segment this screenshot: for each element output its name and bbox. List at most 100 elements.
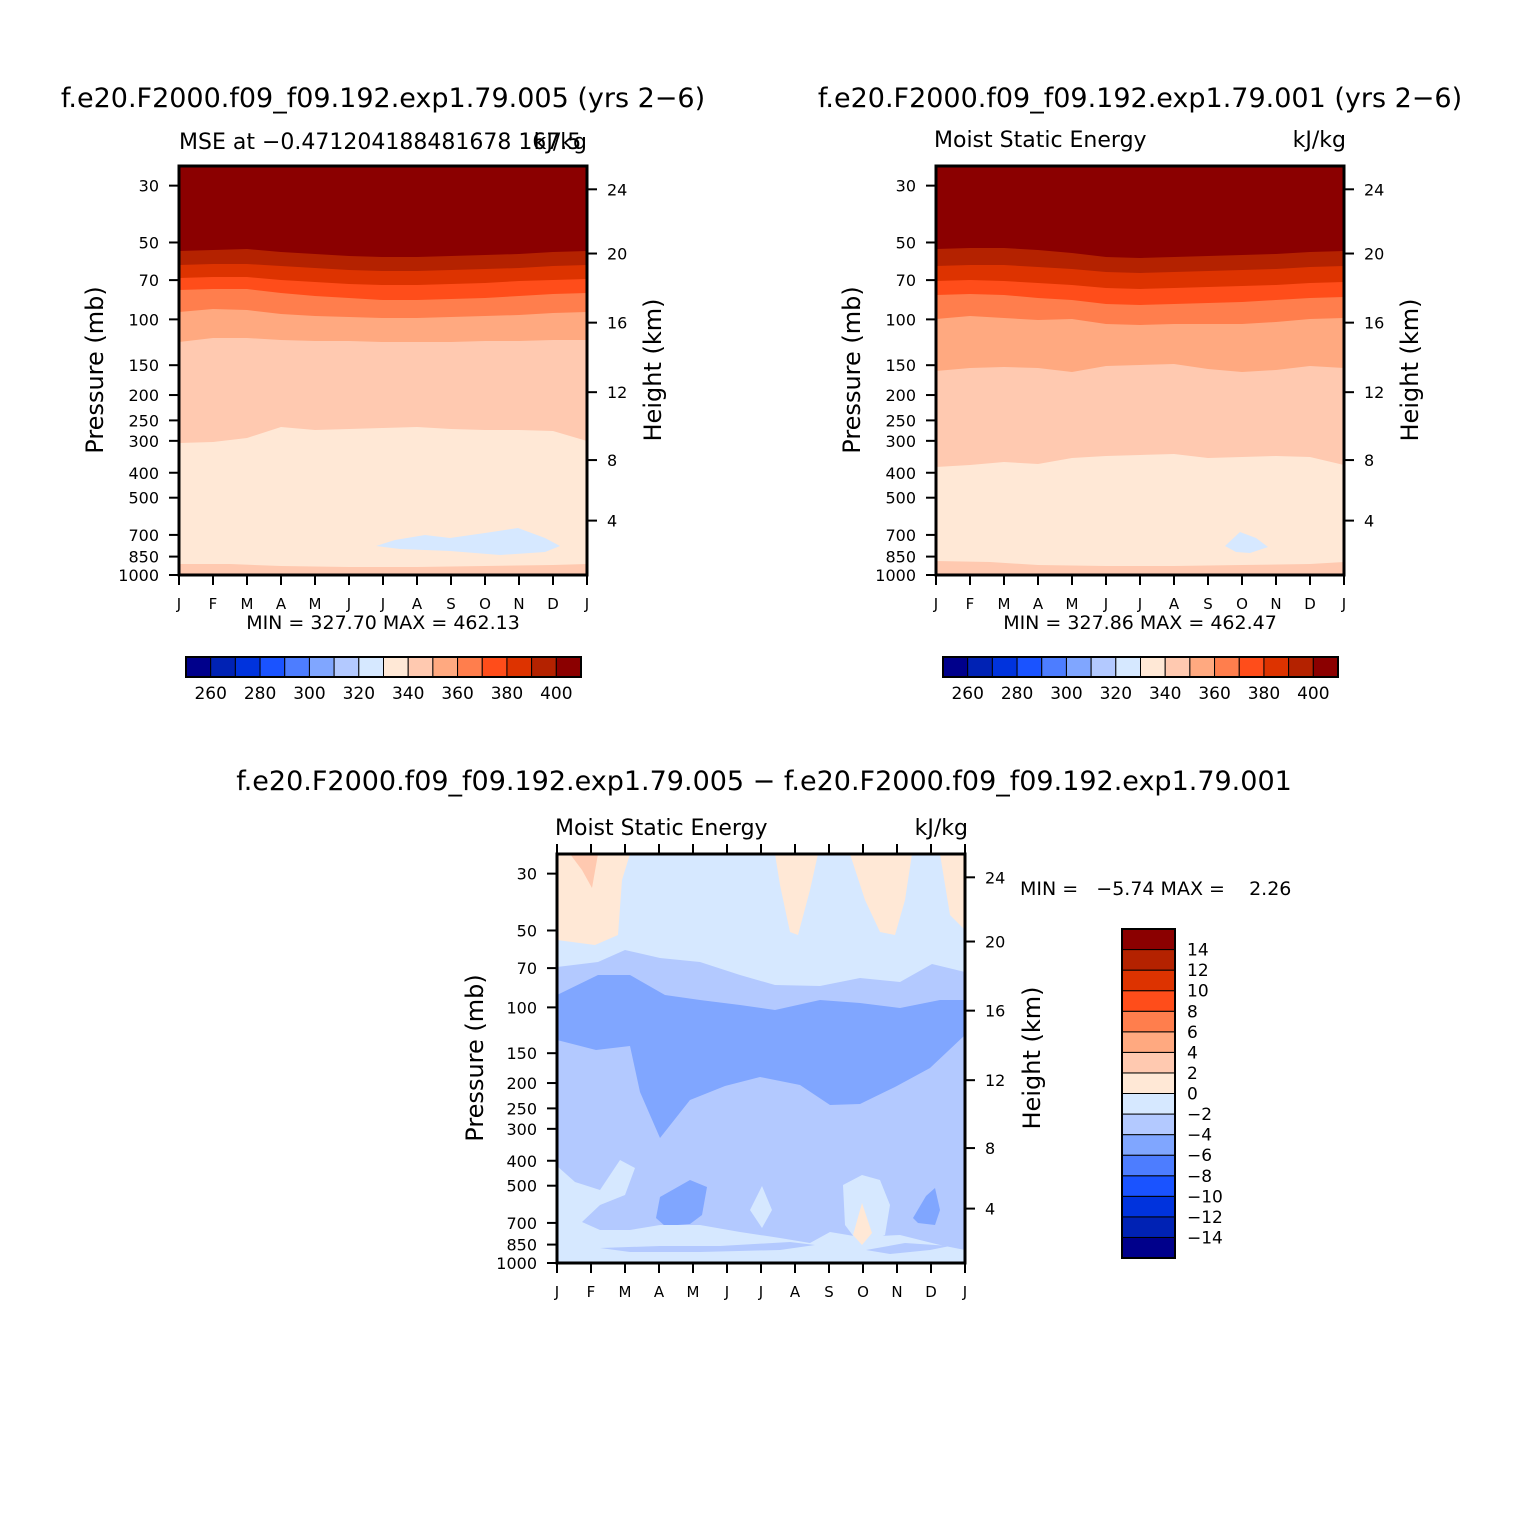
x-tick-label: A [790,1283,801,1301]
panel-b-axes: J F M A M J J A S O N D J 30 50 70 100 150 200 250 300 400 500… [875,177,1384,613]
y2-tick-label: 8 [1364,451,1374,470]
colorbar-swatch [1041,656,1067,678]
y-tick-label: 150 [885,356,916,375]
x-tick-label: A [1033,595,1044,613]
y-tick-label: 300 [506,1120,537,1139]
colorbar-swatch [1121,1093,1176,1115]
colorbar-swatch [1164,656,1191,678]
y-tick-label: 50 [517,921,537,940]
panel-c-ylabel: Pressure (mb) [461,974,489,1141]
y2-tick-label: 16 [985,1002,1005,1021]
x-tick-label: S [824,1283,834,1301]
y-tick-label: 500 [885,489,916,508]
band-2-4-jan [570,854,598,888]
x-tick-label: D [547,595,559,613]
colorbar-swatch [383,656,409,678]
y-tick-label: 200 [506,1074,537,1093]
y2-tick-label: 8 [985,1139,995,1158]
colorbar-swatch [1016,656,1043,678]
colorbar-swatch [1121,1236,1176,1259]
panel-a-ylabel: Pressure (mb) [81,286,109,453]
y-tick-label: 400 [885,464,916,483]
x-tick-label: J [962,1283,967,1301]
x-tick-label: J [380,595,385,613]
y-tick-label: 70 [139,271,159,290]
colorbar-label: 8 [1187,1002,1198,1022]
colorbar-swatch [1121,1072,1176,1094]
panel-a-case-title: f.e20.F2000.f09_f09.192.exp1.79.005 (yrs… [61,83,705,114]
x-tick-label: M [998,595,1011,613]
colorbar-swatch [1238,656,1265,678]
y2-tick-label: 20 [985,933,1005,952]
x-tick-label: J [346,595,351,613]
band-340-350-surface [179,564,587,575]
band-320-330 [376,528,560,555]
panel-b-ylabel: Pressure (mb) [838,286,866,453]
x-tick-label: A [276,595,287,613]
colorbar-swatch [1065,656,1092,678]
panel-a-colorbar: 260 280 300 320 340 360 380 400 [185,656,582,704]
y2-tick-label: 20 [607,245,627,264]
colorbar-swatch [432,656,459,678]
y-tick-label: 200 [885,386,916,405]
colorbar-label: 14 [1187,941,1209,961]
y-tick-label: 50 [896,233,916,252]
y-tick-label: 70 [896,271,916,290]
colorbar-swatch [284,656,310,678]
x-tick-label: M [619,1283,632,1301]
x-tick-label: F [966,595,975,613]
y2-tick-label: 12 [985,1071,1005,1090]
panel-c-case-title: f.e20.F2000.f09_f09.192.exp1.79.005 − f.… [236,766,1292,797]
panel-mse-005: f.e20.F2000.f09_f09.192.exp1.79.005 (yrs… [61,83,705,704]
y-tick-label: 150 [128,356,159,375]
y2-tick-label: 4 [607,512,617,531]
x-tick-label: N [1270,595,1281,613]
x-tick-label: N [513,595,524,613]
colorbar-swatch [1121,1051,1176,1074]
colorbar-label: 380 [1248,684,1280,704]
x-tick-label: J [758,1283,763,1301]
panel-a-y2label: Height (km) [639,299,667,442]
y-tick-label: 1000 [496,1254,537,1273]
y-tick-label: 300 [128,432,159,451]
band-0-2-top-oct [850,854,912,935]
band-0-2-top-dec [940,854,965,930]
y-tick-label: 250 [506,1099,537,1118]
y-tick-label: 100 [128,310,159,329]
colorbar-swatch [1121,1010,1176,1033]
colorbar-swatch [1288,656,1314,678]
band-minus4-minus2-surface [600,1242,815,1252]
panel-a-contour-field [179,166,587,575]
y-tick-label: 1000 [875,566,916,585]
colorbar-label: 360 [441,684,473,704]
colorbar-swatch [1140,656,1166,678]
y-tick-label: 30 [517,865,537,884]
colorbar-swatch [1121,1195,1176,1218]
colorbar-swatch [1312,656,1339,678]
y2-tick-label: 4 [985,1200,995,1219]
colorbar-swatch [1121,1154,1176,1177]
panel-a-stats: MIN = 327.70 MAX = 462.13 [246,612,520,634]
colorbar-label: 280 [244,684,276,704]
panel-c-stats: MIN = −5.74 MAX = 2.26 [1020,878,1291,900]
colorbar-label: 340 [1149,684,1181,704]
y2-tick-label: 24 [985,868,1005,887]
colorbar-swatch [506,656,533,678]
colorbar-label: 360 [1198,684,1230,704]
colorbar-swatch [1214,656,1240,678]
panel-c-subtitle-left: Moist Static Energy [555,816,768,841]
y-tick-label: 850 [885,548,916,567]
colorbar-swatch [259,656,286,678]
y-tick-label: 30 [896,177,916,196]
panel-c-contour-field [557,854,965,1263]
colorbar-swatch [333,656,360,678]
x-tick-label: D [925,1283,937,1301]
y2-tick-label: 8 [607,451,617,470]
panel-b-contour-field [936,166,1344,575]
colorbar-label: 340 [392,684,424,704]
panel-c-axes: J F M A M J J A S O N D J 30 50 70 100 150 200 250 300 400 500… [496,844,1005,1301]
panel-a-axes: J F M A M J J A S O N D J 30 50 70 100 150 200 250 300 400 500… [118,177,627,613]
colorbar-label: 2 [1187,1064,1198,1084]
x-tick-label: J [1137,595,1142,613]
